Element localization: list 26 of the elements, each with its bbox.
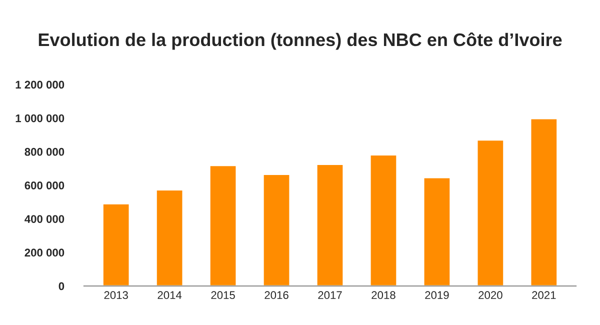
chart-title: Evolution de la production (tonnes) des NBC en Côte d’Ivoire: [38, 32, 562, 50]
y-tick-label: 1 200 000: [16, 80, 64, 89]
x-tick-label: 2015: [211, 291, 235, 300]
y-tick-label: 0: [58, 282, 64, 290]
x-tick-label: 2021: [532, 291, 556, 300]
x-tick-label: 2019: [425, 291, 449, 300]
bar: [102, 203, 130, 286]
y-tick-label: 1 000 000: [16, 114, 64, 122]
x-tick-label: 2014: [158, 291, 182, 300]
bar: [156, 189, 184, 286]
y-tick-label: 200 000: [24, 248, 64, 257]
bar: [530, 118, 558, 286]
bar: [476, 139, 504, 286]
bar: [316, 164, 344, 286]
x-tick-label: 2016: [264, 291, 288, 300]
bar: [369, 154, 398, 286]
bar: [422, 176, 452, 286]
y-tick-label: 400 000: [24, 215, 64, 223]
x-tick-label: 2017: [318, 291, 342, 300]
x-tick-label: 2018: [372, 291, 396, 300]
x-tick-label: 2013: [104, 291, 128, 300]
y-tick-label: 800 000: [24, 148, 64, 156]
bar: [262, 174, 291, 286]
y-tick-label: 600 000: [24, 182, 64, 190]
bar: [208, 164, 238, 286]
x-tick-label: 2020: [478, 291, 502, 300]
